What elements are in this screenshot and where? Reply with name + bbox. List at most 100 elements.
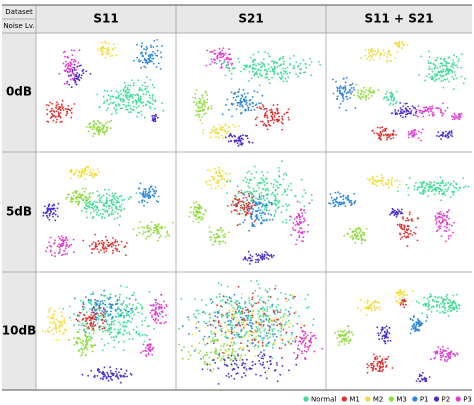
scatter-dot (110, 90, 113, 92)
scatter-dot (252, 102, 255, 105)
scatter-dot (287, 108, 290, 111)
scatter-dot (105, 320, 108, 323)
scatter-dot (263, 353, 265, 356)
scatter-dot (223, 343, 226, 345)
scatter-dot (201, 97, 204, 99)
scatter-dot (333, 198, 335, 201)
scatter-dot (269, 355, 272, 358)
scatter-dot (232, 306, 235, 309)
scatter-dot (215, 62, 218, 65)
scatter-dot (258, 318, 260, 320)
scatter-dot (95, 213, 98, 216)
scatter-dot (57, 103, 59, 106)
scatter-dot (216, 340, 219, 343)
scatter-dot (364, 91, 367, 94)
scatter-dot (85, 318, 88, 321)
scatter-dot (441, 114, 443, 117)
scatter-dot (228, 309, 231, 312)
scatter-dot (230, 375, 233, 377)
scatter-dot (295, 311, 297, 313)
scatter-dot (264, 73, 267, 76)
scatter-dot (442, 302, 444, 304)
scatter-dot (105, 128, 108, 131)
scatter-dot (142, 343, 145, 346)
scatter-dot (312, 324, 314, 326)
scatter-dot (407, 233, 410, 236)
scatter-dot (161, 225, 164, 228)
scatter-dot (261, 171, 263, 173)
scatter-dot (428, 181, 431, 184)
scatter-dot (300, 227, 303, 230)
scatter-dot (255, 280, 258, 282)
scatter-dot (155, 200, 158, 202)
scatter-dot (151, 194, 154, 197)
scatter-dot (250, 205, 253, 208)
scatter-dot (233, 141, 236, 143)
scatter-dot (353, 88, 356, 91)
scatter-dot (152, 231, 155, 234)
scatter-dot (126, 86, 129, 89)
scatter-dot (304, 211, 307, 214)
scatter-dot (321, 347, 324, 350)
scatter-dot (211, 131, 213, 133)
scatter-dot (349, 236, 352, 239)
scatter-dot (51, 107, 53, 110)
scatter-dot (139, 182, 142, 185)
scatter-dot (291, 227, 294, 229)
scatter-dot (264, 205, 266, 207)
scatter-dot (276, 324, 278, 327)
scatter-dot (124, 254, 127, 256)
scatter-dot (209, 51, 212, 53)
scatter-dot (348, 91, 351, 94)
scatter-dot (281, 122, 284, 125)
scatter-dot (271, 357, 274, 360)
scatter-dot (269, 109, 271, 112)
scatter-dot (255, 124, 258, 127)
scatter-dot (384, 127, 386, 130)
scatter-dot (450, 130, 453, 132)
scatter-dot (273, 328, 275, 330)
scatter-dot (105, 247, 108, 250)
scatter-dot (368, 97, 370, 99)
scatter-dot (107, 315, 110, 317)
scatter-dot (81, 353, 84, 355)
scatter-dot (353, 201, 356, 204)
scatter-dot (447, 186, 450, 189)
scatter-dot (441, 310, 444, 313)
scatter-dot (105, 193, 108, 195)
scatter-dot (66, 112, 69, 115)
scatter-dot (391, 207, 394, 210)
scatter-dot (409, 132, 412, 135)
scatter-dot (435, 107, 438, 110)
scatter-dot (270, 253, 273, 256)
scatter-dot (88, 327, 90, 330)
scatter-dot (75, 75, 78, 78)
scatter-dot (436, 56, 439, 59)
scatter-dot (230, 58, 233, 61)
scatter-dot (342, 96, 344, 99)
scatter-dot (363, 232, 366, 235)
scatter-dot (97, 195, 99, 197)
scatter-dot (262, 361, 265, 364)
scatter-dot (62, 308, 65, 310)
scatter-dot (198, 109, 201, 112)
scatter-dot (157, 228, 159, 231)
scatter-dot (405, 219, 407, 222)
scatter-dot (115, 103, 117, 106)
scatter-dot (394, 102, 397, 105)
scatter-dot (106, 371, 109, 374)
scatter-dot (281, 193, 284, 196)
scatter-dot (423, 187, 426, 190)
scatter-dot (154, 192, 157, 195)
scatter-dot (217, 182, 220, 185)
scatter-dot (64, 253, 67, 256)
scatter-dot (437, 182, 440, 185)
scatter-dot (286, 80, 288, 83)
scatter-dot (234, 357, 237, 360)
scatter-dot (378, 306, 381, 309)
scatter-dot (403, 228, 406, 231)
scatter-dot (458, 118, 461, 121)
scatter-dot (55, 328, 57, 331)
scatter-dot (287, 315, 290, 317)
scatter-dot (91, 350, 94, 353)
